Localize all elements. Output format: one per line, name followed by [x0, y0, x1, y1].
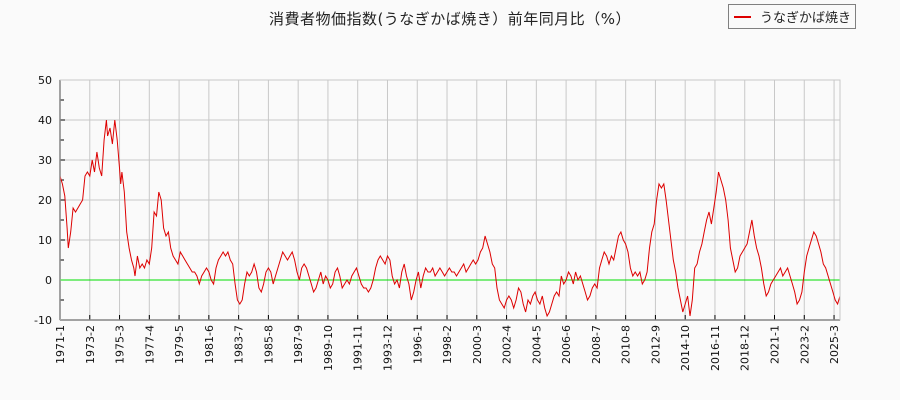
x-tick-label: 1973-2: [84, 325, 97, 364]
x-tick-label: 1983-7: [233, 325, 246, 364]
x-tick-label: 2004-5: [530, 325, 543, 364]
x-tick-label: 1989-10: [322, 325, 335, 371]
x-tick-label: 1977-4: [143, 325, 156, 364]
legend-label: うなぎかば焼き: [760, 11, 852, 26]
plot-frame: [59, 79, 841, 321]
chart-title: 消費者物価指数(うなぎかば焼き）前年同月比（%）: [268, 10, 632, 28]
y-tick-label: 10: [38, 234, 52, 247]
x-tick-label: 1996-1: [411, 325, 424, 364]
x-tick-label: 2000-3: [471, 325, 484, 364]
x-tick-label: 1991-11: [352, 325, 365, 371]
x-tick-label: 1975-3: [114, 325, 127, 364]
x-tick-label: 1993-12: [381, 325, 394, 371]
y-tick-label: 30: [38, 154, 52, 167]
x-axis: 1971-1 1973-2 1975-3 1977-4 1979-5 1981-6 1983…: [54, 315, 841, 371]
grid-lines: [60, 79, 840, 321]
y-tick-label: 40: [38, 114, 52, 127]
series-line-unagi: [59, 119, 841, 318]
y-tick-label: 0: [45, 274, 52, 287]
legend-line-icon: [734, 15, 751, 18]
x-tick-label: 1985-8: [262, 325, 275, 364]
x-tick-label: 2014-10: [679, 325, 692, 371]
x-tick-label: 2023-2: [798, 325, 811, 364]
legend: うなぎかば焼き: [728, 4, 856, 29]
x-tick-label: 2002-4: [501, 325, 514, 364]
x-tick-label: 1979-5: [173, 325, 186, 364]
y-tick-label: -10: [34, 314, 52, 327]
x-tick-label: 2016-11: [709, 325, 722, 371]
x-tick-label: 2025-3: [828, 325, 841, 364]
x-tick-label: 1987-9: [292, 325, 305, 364]
y-tick-label: 50: [38, 74, 52, 87]
x-tick-label: 1971-1: [54, 325, 67, 364]
x-tick-label: 2012-9: [649, 325, 662, 364]
x-tick-label: 2018-12: [739, 325, 752, 371]
x-tick-label: 2010-8: [620, 325, 633, 364]
y-tick-label: 20: [38, 194, 52, 207]
x-tick-label: 2021-1: [769, 325, 782, 364]
x-tick-label: 1981-6: [203, 325, 216, 364]
x-tick-label: 2006-6: [560, 325, 573, 364]
x-tick-label: 2008-7: [590, 325, 603, 364]
x-tick-label: 1998-2: [441, 325, 454, 364]
